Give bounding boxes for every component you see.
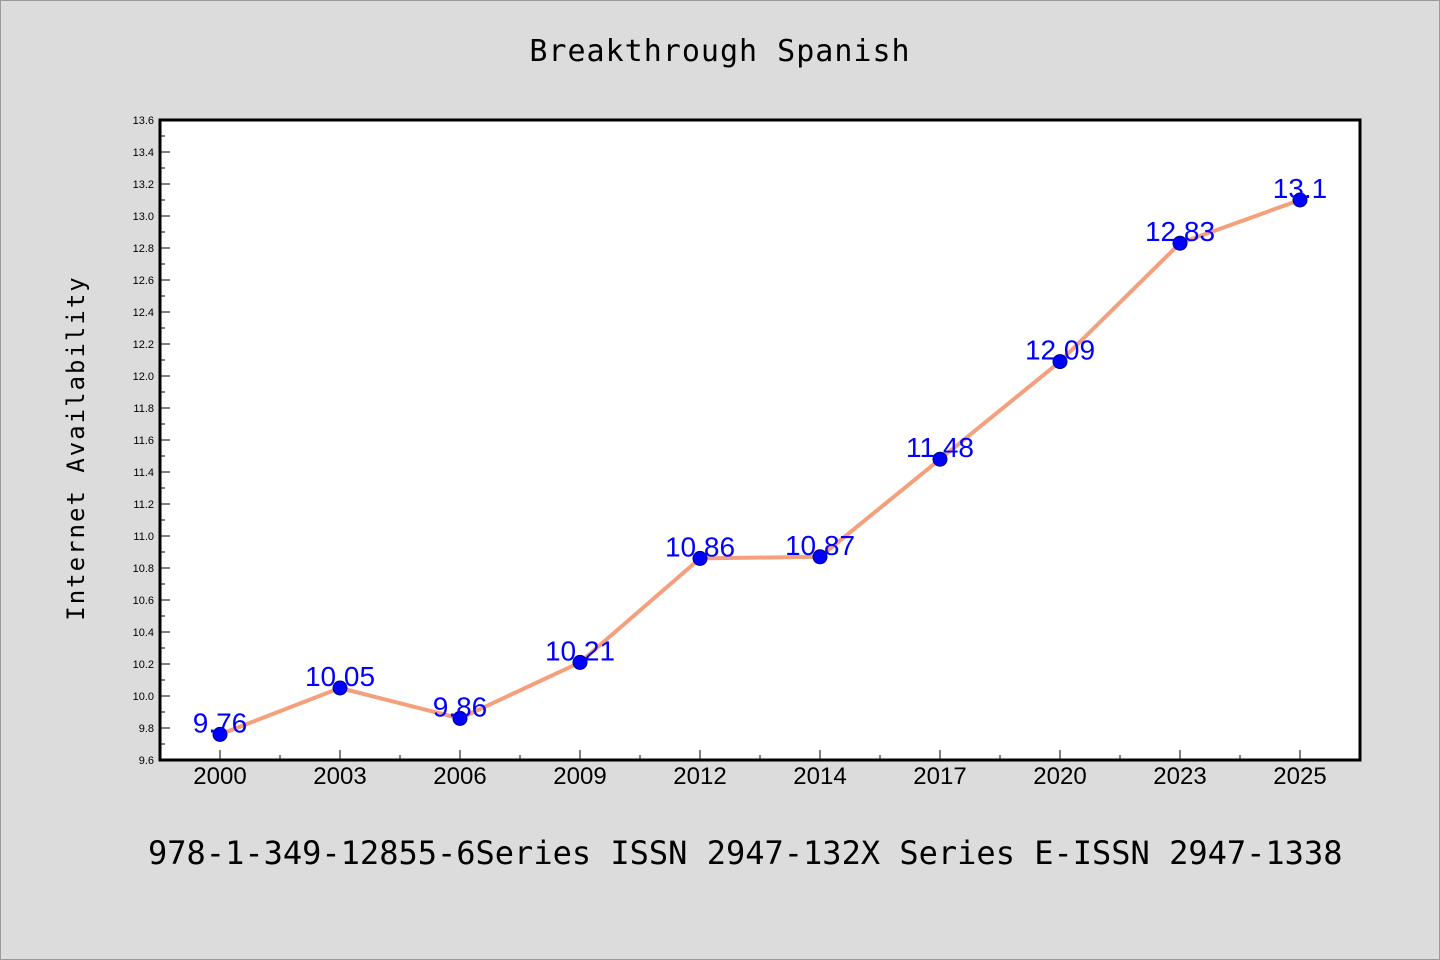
data-label: 9.76	[193, 707, 248, 738]
y-tick-label: 12.6	[133, 275, 154, 287]
data-point-marker	[332, 680, 348, 696]
y-tick-label: 10.8	[133, 563, 154, 575]
data-label: 11.48	[906, 432, 974, 463]
data-point-marker	[452, 710, 468, 726]
plot-border	[158, 118, 1362, 762]
x-tick-label: 2009	[553, 763, 606, 790]
data-label: 12.83	[1145, 216, 1215, 247]
x-tick-label: 2012	[673, 763, 726, 790]
y-tick-label: 10.0	[133, 691, 154, 703]
data-point-marker	[692, 550, 708, 566]
x-tick-label: 2017	[913, 763, 966, 790]
data-label: 12.09	[1025, 335, 1095, 366]
data-label: 9.86	[433, 691, 488, 722]
data-point-marker	[1172, 235, 1188, 251]
data-point-marker	[1292, 192, 1308, 208]
x-tick-label: 2014	[793, 763, 846, 790]
x-tick-label: 2006	[433, 763, 486, 790]
y-tick-label: 13.4	[133, 147, 154, 159]
chart-title: Breakthrough Spanish	[529, 34, 911, 69]
y-tick-label: 13.6	[133, 115, 154, 127]
y-tick-label: 11.4	[133, 467, 154, 479]
data-label: 13.1	[1273, 173, 1328, 204]
y-tick-label: 13.0	[133, 211, 154, 223]
y-tick-label: 13.2	[133, 179, 154, 191]
plot-area	[160, 120, 1360, 760]
y-tick-label: 12.0	[133, 371, 154, 383]
y-tick-label: 9.6	[139, 755, 154, 767]
data-label: 10.05	[305, 661, 375, 692]
x-tick-label: 2025	[1273, 763, 1326, 790]
x-tick-label: 2000	[193, 763, 246, 790]
y-tick-label: 10.4	[133, 627, 154, 639]
y-tick-label: 10.2	[133, 659, 154, 671]
y-tick-label: 12.8	[133, 243, 154, 255]
y-tick-label: 11.2	[133, 499, 154, 511]
footer-note: 978-1-349-12855-6Series ISSN 2947-132X S…	[148, 834, 1343, 872]
series-line	[218, 198, 1302, 737]
y-tick-label: 9.8	[139, 723, 154, 735]
y-tick-label: 12.4	[133, 307, 154, 319]
data-point-marker	[572, 654, 588, 670]
data-point-marker	[812, 549, 828, 565]
data-label: 10.87	[785, 530, 855, 561]
data-point-marker	[1052, 354, 1068, 370]
y-tick-label: 11.6	[133, 435, 154, 447]
y-tick-label: 11.8	[133, 403, 154, 415]
data-point-marker	[212, 726, 228, 742]
data-point-marker	[932, 451, 948, 467]
y-tick-label: 10.6	[133, 595, 154, 607]
y-tick-label: 11.0	[133, 531, 154, 543]
x-tick-label: 2020	[1033, 763, 1086, 790]
x-tick-label: 2003	[313, 763, 366, 790]
data-label: 10.21	[545, 635, 615, 666]
data-label: 10.86	[665, 531, 735, 562]
x-tick-label: 2023	[1153, 763, 1206, 790]
y-tick-label: 12.2	[133, 339, 154, 351]
